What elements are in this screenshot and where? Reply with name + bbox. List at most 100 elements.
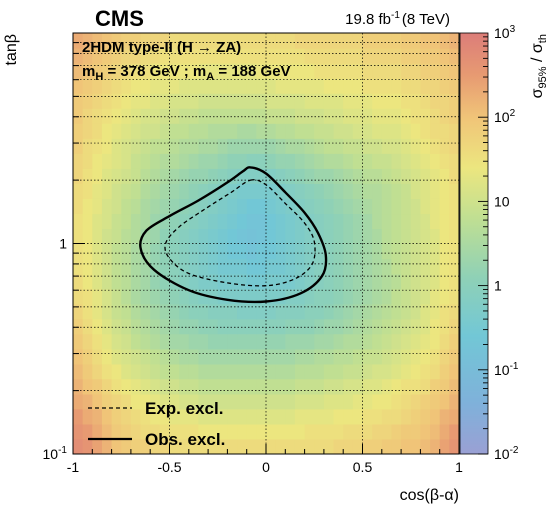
heatmap-cell: [208, 198, 219, 215]
heatmap-cell: [246, 33, 257, 49]
heatmap-cell: [237, 288, 248, 305]
heatmap-cell: [121, 423, 132, 440]
heatmap-cell: [352, 243, 364, 260]
heatmap-cell: [208, 33, 219, 34]
heatmap-cell: [449, 363, 459, 380]
heatmap-cell: [179, 93, 190, 109]
heatmap-cell: [362, 378, 373, 395]
heatmap-cell: [352, 378, 364, 395]
heatmap-cell: [208, 123, 219, 139]
heatmap-cell: [208, 78, 219, 94]
heatmap-cell: [304, 198, 315, 215]
heatmap-cell: [323, 348, 335, 365]
heatmap-cell: [381, 318, 393, 335]
heatmap-cell: [217, 78, 228, 94]
heatmap-cell: [169, 63, 180, 79]
heatmap-cell: [159, 348, 171, 365]
heatmap-cell: [294, 273, 306, 290]
heatmap-cell: [352, 363, 364, 380]
heatmap-cell: [188, 273, 200, 290]
lumi-value: 19.8 fb: [345, 11, 391, 28]
heatmap-cell: [188, 438, 200, 454]
heatmap-cell: [352, 48, 364, 64]
heatmap-cell: [111, 288, 122, 305]
heatmap-cell: [333, 138, 344, 154]
heatmap-cell: [352, 318, 364, 335]
heatmap-cell: [352, 273, 364, 290]
heatmap-cell: [82, 423, 93, 440]
heatmap-cell: [169, 393, 180, 410]
heatmap-cell: [304, 318, 315, 335]
heatmap-cell: [82, 318, 93, 335]
heatmap-cell: [275, 348, 286, 365]
heatmap-cell: [169, 258, 180, 275]
heatmap-cell: [275, 123, 286, 139]
heatmap-cell: [391, 273, 402, 290]
heatmap-cell: [256, 78, 267, 94]
heatmap-cell: [246, 78, 257, 94]
heatmap-cell: [401, 333, 412, 350]
heatmap-cell: [304, 168, 315, 184]
heatmap-cell: [333, 63, 344, 79]
heatmap-cell: [237, 183, 248, 199]
heatmap-cell: [73, 408, 84, 425]
heatmap-cell: [237, 93, 248, 109]
heatmap-cell: [333, 93, 344, 109]
heatmap-cell: [430, 273, 441, 290]
heatmap-cell: [256, 198, 267, 215]
heatmap-cell: [217, 363, 228, 380]
heatmap-cell: [381, 348, 393, 365]
heatmap-cell: [352, 303, 364, 320]
heatmap-cell: [159, 393, 171, 410]
heatmap-cell: [362, 258, 373, 275]
heatmap-cell: [179, 33, 190, 49]
heatmap-cell: [372, 168, 383, 184]
heatmap-cell: [391, 48, 402, 64]
heatmap-cell: [208, 213, 219, 230]
heatmap-cell: [401, 423, 412, 440]
heatmap-cell: [246, 108, 257, 124]
heatmap-cell: [159, 303, 171, 320]
heatmap-cell: [256, 183, 267, 199]
heatmap-cell: [381, 288, 393, 305]
heatmap-cell: [343, 48, 354, 64]
heatmap-cell: [285, 243, 296, 260]
heatmap-cell: [82, 408, 93, 425]
heatmap-cell: [169, 153, 180, 169]
heatmap-cell: [381, 108, 393, 124]
heatmap-cell: [73, 318, 84, 335]
heatmap-cell: [92, 123, 103, 139]
heatmap-cell: [169, 288, 180, 305]
legend-expected-label: Exp. excl.: [145, 399, 223, 418]
heatmap-cell: [275, 393, 286, 410]
heatmap-cell: [179, 348, 190, 365]
heatmap-cell: [333, 363, 344, 380]
heatmap-cell: [198, 48, 209, 64]
heatmap-cell: [159, 318, 171, 335]
heatmap-cell: [140, 48, 151, 64]
heatmap-cell: [314, 108, 325, 124]
heatmap-cell: [246, 423, 257, 440]
heatmap-cell: [323, 78, 335, 94]
heatmap-cell: [121, 378, 132, 395]
heatmap-cell: [130, 153, 142, 169]
heatmap-cell: [92, 213, 103, 230]
heatmap-cell: [169, 48, 180, 64]
heatmap-cell: [343, 123, 354, 139]
heatmap-cell: [73, 363, 84, 380]
heatmap-cell: [285, 228, 296, 245]
heatmap-cell: [246, 93, 257, 109]
heatmap-cell: [82, 273, 93, 290]
heatmap-cell: [430, 363, 441, 380]
heatmap-cell: [92, 408, 103, 425]
heatmap-cell: [439, 213, 450, 230]
heatmap-cell: [150, 153, 161, 169]
heatmap-cell: [362, 438, 373, 454]
heatmap-cell: [275, 198, 286, 215]
heatmap-cell: [333, 198, 344, 215]
experiment-label: CMS: [95, 6, 144, 31]
heatmap-cell: [323, 93, 335, 109]
grid-lines: [73, 33, 459, 454]
heatmap-cell: [266, 273, 277, 290]
